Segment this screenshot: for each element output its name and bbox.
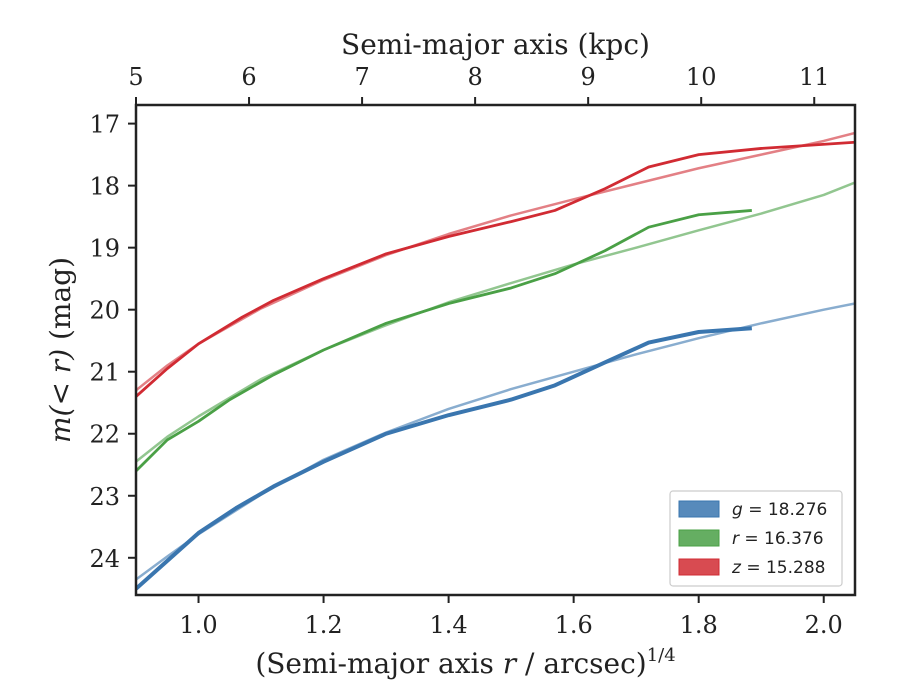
y-tick-label: 18 <box>89 173 120 201</box>
model-line-z <box>136 131 855 392</box>
y-tick-label: 20 <box>89 297 120 325</box>
x-tick-label: 1.8 <box>680 611 718 639</box>
y-tick-label: 22 <box>89 421 120 449</box>
y-tick-label: 24 <box>89 545 120 573</box>
bottom-axis-title-suffix: / arcsec) <box>516 647 647 680</box>
legend: g = 18.276 r = 16.376 z = 15.288 <box>669 490 843 587</box>
data-line-r <box>136 209 752 472</box>
x-tick-label: 1.6 <box>555 611 593 639</box>
legend-label-r: r = 16.376 <box>732 529 824 549</box>
y-tick-label: 23 <box>89 483 120 511</box>
plot-frame <box>134 103 857 597</box>
x-axis-bottom: 1.0 1.2 1.4 1.6 1.8 2.0 <box>179 595 843 639</box>
top-tick-label: 7 <box>354 63 369 91</box>
y-axis-left: 17 18 19 20 21 22 23 24 <box>89 111 136 573</box>
top-tick-label: 5 <box>128 63 143 91</box>
y-axis-title-var: m(< r) <box>44 349 77 443</box>
x-tick-label: 1.0 <box>179 611 217 639</box>
top-tick-label: 10 <box>686 63 717 91</box>
legend-swatch-g <box>678 500 720 518</box>
top-tick-label: 6 <box>241 63 256 91</box>
x-axis-top: 5 6 7 8 9 10 11 <box>128 63 830 105</box>
y-tick-label: 19 <box>89 235 120 263</box>
y-tick-label: 21 <box>89 359 120 387</box>
legend-label-g: g = 18.276 <box>732 500 827 520</box>
legend-swatch-r <box>678 529 720 547</box>
data-line-z <box>136 140 855 398</box>
x-tick-label: 1.2 <box>304 611 342 639</box>
legend-swatch-z <box>678 558 720 576</box>
top-axis-title: Semi-major axis (kpc) <box>341 28 650 61</box>
bottom-axis-title: (Semi-major axis r / arcsec)1/4 <box>255 645 675 680</box>
top-tick-label: 8 <box>467 63 482 91</box>
data-line-g <box>136 326 752 591</box>
model-line-r <box>136 181 855 463</box>
top-tick-label: 9 <box>581 63 596 91</box>
bottom-axis-title-exponent: 1/4 <box>647 645 676 666</box>
x-tick-label: 1.4 <box>430 611 468 639</box>
bottom-axis-title-prefix: (Semi-major axis <box>255 647 502 680</box>
top-tick-label: 11 <box>799 63 830 91</box>
y-axis-title-unit: (mag) <box>44 257 77 349</box>
y-axis-title: m(< r) (mag) <box>44 257 77 443</box>
y-tick-label: 17 <box>89 111 120 139</box>
bottom-axis-title-var: r <box>503 647 518 680</box>
x-tick-label: 2.0 <box>805 611 843 639</box>
legend-label-z: z = 15.288 <box>731 558 825 578</box>
